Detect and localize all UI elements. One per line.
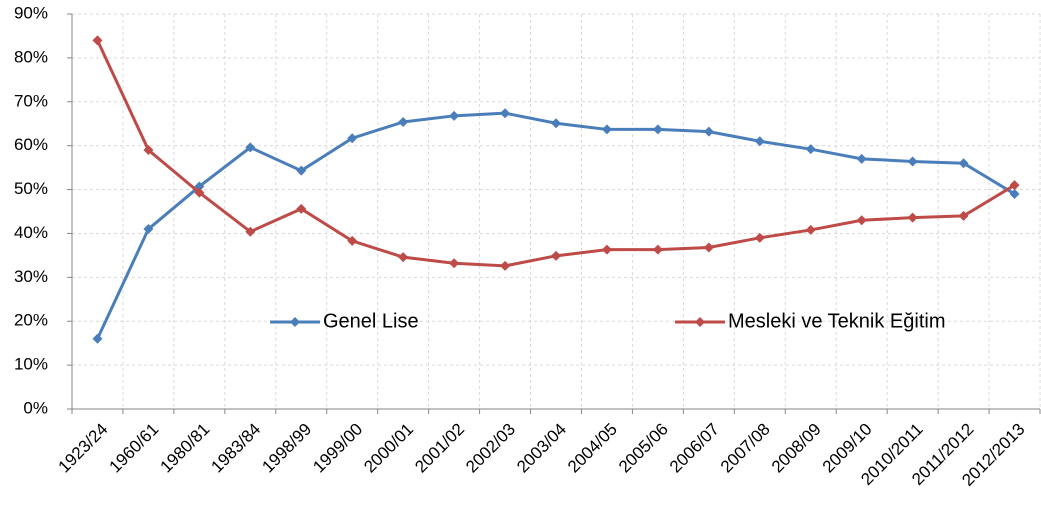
x-tick-label: 2001/02 (411, 420, 468, 477)
x-tick-label: 2002/03 (462, 420, 519, 477)
data-point (805, 144, 816, 155)
x-tick-label: 2007/08 (717, 420, 774, 477)
data-point (92, 333, 103, 344)
data-point (958, 210, 969, 221)
data-point (245, 142, 256, 153)
legend-marker (695, 317, 705, 327)
data-point (296, 165, 307, 176)
x-tick-label: 1999/00 (309, 420, 366, 477)
y-tick-label: 0% (23, 398, 48, 417)
data-point (143, 145, 154, 156)
series-line (96, 111, 1016, 340)
data-point (958, 158, 969, 169)
data-point (703, 242, 714, 253)
data-point (754, 232, 765, 243)
y-tick-label: 20% (14, 311, 48, 330)
data-point (449, 110, 460, 121)
data-point (907, 212, 918, 223)
y-tick-label: 40% (14, 223, 48, 242)
data-point (347, 235, 358, 246)
data-point (551, 250, 561, 261)
x-tick-label: 2005/06 (615, 420, 672, 477)
data-point (703, 126, 714, 137)
data-point (907, 156, 918, 167)
x-tick-label: 2003/04 (513, 420, 570, 477)
x-tick-label: 2006/07 (666, 420, 723, 477)
legend-label: Genel Lise (323, 310, 419, 332)
x-tick-label: 1983/84 (207, 420, 264, 477)
y-tick-label: 90% (14, 3, 48, 22)
data-point (194, 187, 205, 198)
data-point (92, 35, 103, 46)
x-tick-label: 1998/99 (258, 420, 315, 477)
data-point (1009, 188, 1020, 199)
data-point (601, 124, 612, 135)
y-tick-label: 50% (14, 179, 48, 198)
x-tick-label: 1960/61 (106, 420, 163, 477)
data-point (398, 116, 409, 127)
data-point (805, 224, 816, 235)
data-point (1009, 180, 1020, 191)
data-point (296, 203, 307, 214)
data-point (856, 215, 867, 226)
x-tick-label: 1980/81 (156, 420, 213, 477)
x-tick-label: 1923/24 (55, 420, 112, 477)
data-point (551, 118, 561, 129)
legend-label: Mesleki ve Teknik Eğitim (728, 310, 945, 332)
data-point (500, 260, 511, 271)
data-point (601, 244, 612, 255)
data-point (652, 244, 663, 255)
y-tick-label: 70% (14, 91, 48, 110)
data-point (245, 226, 256, 237)
y-tick-label: 10% (14, 355, 48, 374)
data-point (143, 224, 154, 235)
data-point (500, 108, 511, 119)
x-tick-label: 2008/09 (768, 420, 825, 477)
y-tick-label: 30% (14, 267, 48, 286)
data-point (398, 252, 409, 263)
data-point (449, 258, 460, 269)
series-line (96, 39, 1016, 268)
x-tick-label: 2000/01 (360, 420, 417, 477)
y-tick-label: 80% (14, 47, 48, 66)
data-point (754, 136, 765, 147)
data-point (347, 133, 358, 144)
legend-marker (290, 317, 300, 327)
y-tick-label: 60% (14, 135, 48, 154)
data-point (652, 124, 663, 135)
data-point (856, 153, 867, 164)
x-tick-label: 2004/05 (564, 420, 621, 477)
